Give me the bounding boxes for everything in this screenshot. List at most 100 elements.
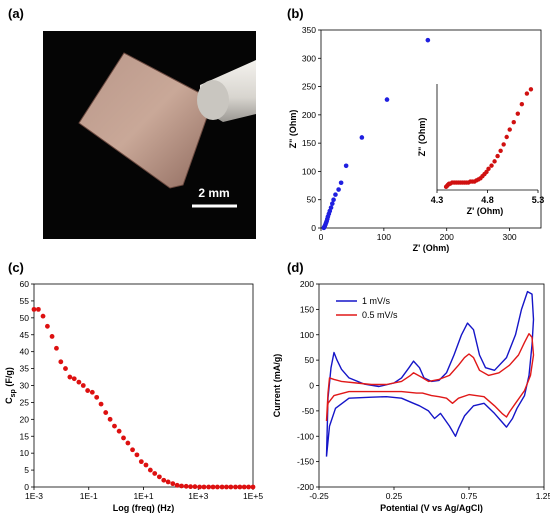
- inset-x-tick-label: 4.8: [481, 195, 494, 205]
- data-point: [152, 471, 158, 476]
- data-point: [206, 484, 212, 490]
- data-point: [170, 481, 176, 487]
- x-tick-label: 0: [319, 232, 324, 242]
- data-point: [35, 306, 41, 312]
- y-tick-label: 40: [20, 347, 30, 357]
- cv-curve-1: [325, 290, 535, 457]
- y-axis-label-subscript: sp: [10, 389, 17, 397]
- x-axis-label: Z' (Ohm): [413, 243, 450, 253]
- legend-label: 0.5 mV/s: [362, 310, 398, 320]
- data-point: [219, 484, 225, 490]
- inset-data-point: [498, 148, 503, 153]
- data-point: [67, 374, 73, 380]
- clamp-tip: [197, 80, 229, 120]
- y-tick-label: 100: [302, 166, 316, 176]
- data-point: [71, 376, 77, 382]
- y-tick-label: 0: [309, 381, 314, 391]
- data-point: [80, 383, 86, 388]
- plot-frame: [33, 283, 254, 488]
- data-point: [98, 401, 104, 407]
- x-tick-label: 0.25: [386, 491, 403, 501]
- inset-data-point: [484, 169, 489, 175]
- data-point: [112, 423, 117, 429]
- x-axis-label: Log (freq) (Hz): [113, 503, 174, 513]
- y-tick-label: 300: [302, 53, 316, 63]
- inset-data-point: [495, 153, 500, 159]
- y-axis-label-main: C: [4, 397, 14, 404]
- inset-data-point: [511, 119, 516, 125]
- inset-data-point: [528, 87, 534, 92]
- data-point: [76, 379, 82, 385]
- inset-x-tick-label: 4.3: [431, 195, 444, 205]
- plot-frame: [320, 29, 542, 229]
- y-tick-label: 35: [20, 364, 30, 374]
- inset-x-tick-label: 5.3: [532, 195, 545, 205]
- inset-data-point: [486, 166, 491, 171]
- y-axis-label-unit: (F/g): [4, 367, 14, 389]
- inset-y-axis-label: Z" (Ohm): [417, 118, 427, 157]
- y-tick-label: 60: [20, 279, 30, 289]
- legend-label: 1 mV/s: [362, 296, 391, 306]
- y-tick-label: 50: [20, 313, 30, 323]
- data-point: [125, 440, 131, 446]
- data-point: [161, 477, 167, 483]
- y-axis-label: Z" (Ohm): [288, 110, 298, 149]
- data-point: [165, 479, 171, 485]
- y-tick-label: 250: [302, 82, 316, 92]
- y-axis-label: Csp (F/g): [4, 367, 17, 404]
- data-point: [147, 467, 153, 473]
- data-point: [174, 482, 180, 488]
- y-tick-label: 15: [20, 431, 30, 441]
- y-tick-label: 30: [20, 381, 30, 391]
- data-point: [89, 389, 95, 395]
- sample-photo: 2 mm: [43, 31, 256, 239]
- data-point: [331, 197, 336, 203]
- y-tick-label: 5: [24, 465, 29, 475]
- inset-data-point: [492, 159, 497, 164]
- data-point: [116, 428, 122, 434]
- data-point: [338, 180, 344, 186]
- data-point: [250, 484, 256, 490]
- y-tick-label: 150: [300, 304, 314, 314]
- y-tick-label: 45: [20, 330, 30, 340]
- data-point: [107, 416, 113, 422]
- data-point: [58, 359, 64, 365]
- data-point: [233, 484, 238, 490]
- y-tick-label: 50: [305, 355, 315, 365]
- data-point: [134, 452, 140, 458]
- panel-a-label: (a): [8, 6, 24, 21]
- panel-d-label: (d): [287, 260, 304, 275]
- data-point: [54, 345, 59, 351]
- y-tick-label: 50: [307, 195, 317, 205]
- data-point: [45, 323, 50, 329]
- x-tick-label: 200: [440, 232, 454, 242]
- data-point: [192, 484, 198, 490]
- data-point: [336, 187, 341, 192]
- data-point: [130, 447, 135, 453]
- y-tick-label: -50: [302, 406, 315, 416]
- cv-curve-2: [325, 333, 535, 422]
- data-point: [103, 410, 109, 415]
- y-tick-label: -150: [297, 457, 314, 467]
- y-tick-label: 200: [302, 110, 316, 120]
- y-tick-label: -100: [297, 431, 314, 441]
- data-point: [224, 484, 229, 490]
- data-point: [210, 484, 216, 490]
- x-tick-label: 1E+5: [243, 491, 263, 501]
- data-point: [197, 484, 203, 490]
- capacitance-frequency-plot: 0 5 10 15 20 25 30 35 40 45 50 55 60 1E-3 1E-1 1E+1 1E+3…: [4, 279, 263, 513]
- inset-data-point: [489, 163, 494, 168]
- y-tick-label: -200: [297, 482, 314, 492]
- y-tick-label: 0: [24, 482, 29, 492]
- inset-data-point: [524, 91, 530, 96]
- data-point: [156, 474, 162, 480]
- data-point: [328, 205, 334, 210]
- data-point: [31, 306, 37, 312]
- x-tick-label: 1E+3: [188, 491, 208, 501]
- inset-x-axis-label: Z' (Ohm): [467, 206, 504, 216]
- y-tick-label: 200: [300, 279, 314, 289]
- data-point: [40, 313, 46, 319]
- data-point: [425, 37, 431, 43]
- inset-data-point: [515, 111, 520, 116]
